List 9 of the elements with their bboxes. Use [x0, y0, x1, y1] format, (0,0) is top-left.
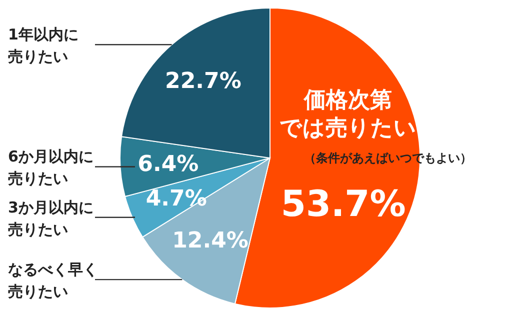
data-label: 6.4% [138, 152, 199, 177]
data-label: 4.7% [146, 186, 207, 212]
data-label: 53.7% [280, 184, 406, 225]
slice-label: 1年以内に売りたい [8, 26, 78, 66]
data-label: 22.7% [165, 68, 242, 94]
data-label: 12.4% [172, 228, 248, 254]
slice-label: 3か月以内に売りたい [8, 198, 94, 238]
slice-label: なるべく早く売りたい [8, 260, 98, 301]
slice-label: 6か月以内に売りたい [8, 148, 94, 188]
